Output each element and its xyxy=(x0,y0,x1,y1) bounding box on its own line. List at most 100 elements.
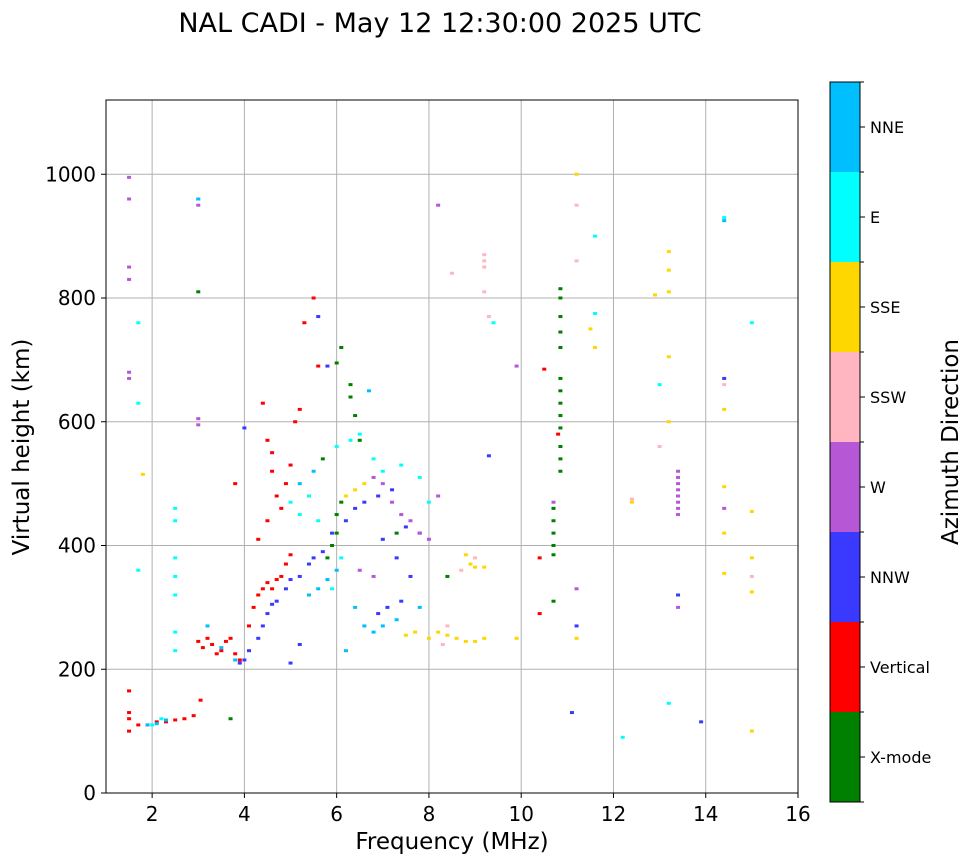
data-point-e xyxy=(491,321,496,325)
data-point-vertical xyxy=(191,714,196,718)
data-point-sse xyxy=(463,639,468,643)
data-point-vertical xyxy=(302,321,307,325)
data-point-vertical xyxy=(223,639,228,643)
data-point-sse xyxy=(722,571,727,575)
data-point-x-mode xyxy=(558,296,563,300)
x-tick-label: 2 xyxy=(146,802,159,826)
plot-area xyxy=(106,100,798,793)
data-point-x-mode xyxy=(558,469,563,473)
data-point-w xyxy=(127,265,132,269)
data-point-vertical xyxy=(154,720,159,724)
data-point-nne xyxy=(371,630,376,634)
data-point-nnw xyxy=(247,649,252,653)
y-tick-label: 0 xyxy=(83,781,96,805)
data-point-e xyxy=(348,438,353,442)
colorbar: X-mode Vertical NNW W SSW SSE E NNE xyxy=(829,81,931,803)
data-point-vertical xyxy=(288,463,293,467)
data-point-vertical xyxy=(205,636,210,640)
data-point-w xyxy=(357,568,362,572)
data-point-e xyxy=(173,649,178,653)
data-point-sse xyxy=(413,630,418,634)
data-point-w xyxy=(408,519,413,523)
data-point-e xyxy=(136,321,141,325)
data-point-nne xyxy=(163,718,168,722)
data-point-sse xyxy=(749,509,754,513)
data-point-vertical xyxy=(173,718,178,722)
data-point-x-mode xyxy=(445,574,450,578)
data-point-sse xyxy=(362,482,367,486)
data-point-sse xyxy=(468,562,473,566)
x-tick-label: 6 xyxy=(330,802,343,826)
data-point-x-mode xyxy=(357,438,362,442)
data-point-w xyxy=(127,277,132,281)
colorbar-label: Azimuth Direction xyxy=(938,339,964,545)
data-point-vertical xyxy=(136,723,141,727)
data-point-nnw xyxy=(380,537,385,541)
data-point-ssw xyxy=(722,383,727,387)
data-point-e xyxy=(380,469,385,473)
data-point-x-mode xyxy=(339,500,344,504)
x-tick-label: 14 xyxy=(693,802,718,826)
data-point-w xyxy=(390,500,395,504)
data-point-x-mode xyxy=(558,414,563,418)
data-point-nne xyxy=(366,389,371,393)
colorbar-tick-label: E xyxy=(870,208,880,227)
data-point-sse xyxy=(140,472,145,476)
data-point-nnw xyxy=(353,506,358,510)
x-axis-ticks: 2 4 6 8 10 12 14 16 xyxy=(146,793,811,826)
x-tick-label: 10 xyxy=(508,802,533,826)
data-point-nnw xyxy=(237,661,242,665)
data-point-nnw xyxy=(288,661,293,665)
data-point-sse xyxy=(426,636,431,640)
data-point-e xyxy=(357,432,362,436)
colorbar-segment xyxy=(830,262,860,352)
y-tick-label: 600 xyxy=(58,410,96,434)
data-point-vertical xyxy=(233,482,238,486)
data-point-w xyxy=(676,469,681,473)
data-point-x-mode xyxy=(558,376,563,380)
data-point-e xyxy=(722,216,727,220)
data-point-x-mode xyxy=(558,426,563,430)
data-point-x-mode xyxy=(558,445,563,448)
data-point-x-mode xyxy=(558,287,563,291)
data-point-w xyxy=(436,494,441,498)
data-point-sse xyxy=(666,290,671,294)
data-point-sse xyxy=(666,355,671,359)
data-point-sse xyxy=(353,488,358,492)
colorbar-segment xyxy=(830,622,860,712)
data-point-nnw xyxy=(403,525,408,529)
data-point-e xyxy=(297,513,302,517)
data-point-x-mode xyxy=(558,330,563,334)
data-point-e xyxy=(173,593,178,597)
data-point-sse xyxy=(574,172,579,176)
data-point-e xyxy=(150,723,155,727)
data-point-sse xyxy=(722,531,727,535)
data-point-vertical xyxy=(316,364,321,368)
data-point-nne xyxy=(306,593,311,597)
data-point-sse xyxy=(749,590,754,594)
data-point-sse xyxy=(463,553,468,557)
data-point-w xyxy=(127,376,132,380)
data-point-x-mode xyxy=(551,599,556,603)
data-point-sse xyxy=(666,420,671,424)
data-point-vertical xyxy=(265,438,270,442)
data-point-vertical xyxy=(127,717,132,721)
data-point-nne xyxy=(219,646,224,650)
data-point-vertical xyxy=(127,711,132,715)
data-point-x-mode xyxy=(228,717,233,721)
data-point-sse xyxy=(652,293,657,297)
data-point-e xyxy=(657,383,662,387)
data-point-vertical xyxy=(279,574,284,578)
data-point-e xyxy=(173,506,178,510)
data-point-vertical xyxy=(283,482,288,486)
data-point-w xyxy=(514,364,519,368)
data-point-vertical xyxy=(537,556,542,560)
data-point-sse xyxy=(588,327,593,331)
data-point-ssw xyxy=(440,643,445,646)
data-point-w xyxy=(676,494,681,498)
data-point-x-mode xyxy=(558,401,563,405)
data-point-vertical xyxy=(163,720,168,724)
data-point-w xyxy=(676,488,681,492)
data-point-nnw xyxy=(486,454,491,458)
